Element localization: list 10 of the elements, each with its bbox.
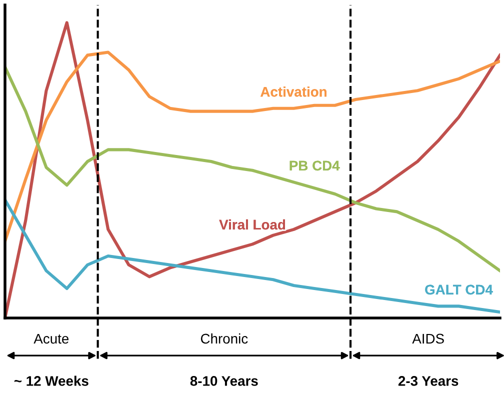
text: Chronic [200,333,248,344]
series-label: Activation [260,86,326,97]
text: AIDS [412,334,444,344]
text: 2-3 Years [398,376,458,386]
series-label: Viral Load [219,219,286,230]
series-label: PB CD4 [290,160,340,171]
text: 8-10 Years [190,376,258,386]
text: Acute [34,334,69,344]
series-label: GALT CD4 [425,284,493,295]
text: ~ 12 Weeks [14,376,88,386]
